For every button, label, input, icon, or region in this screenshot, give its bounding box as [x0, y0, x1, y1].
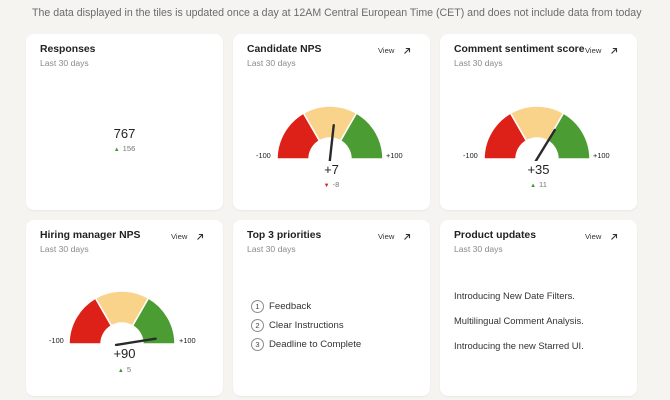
delta-value: 5 [126, 365, 132, 374]
gauge-min-label: -100 [49, 336, 64, 345]
tile-period: Last 30 days [454, 244, 503, 254]
delta-up-icon: ▲ [113, 147, 120, 153]
delta-value: 156 [122, 144, 136, 153]
priority-label: Clear Instructions [269, 320, 344, 331]
responses-delta: ▲ 156 [26, 144, 223, 153]
view-label: View [585, 232, 602, 241]
gauge-positive-band [131, 297, 176, 345]
tile-title: Product updates [454, 230, 536, 241]
gauge-min-label: -100 [256, 151, 271, 160]
candidate-nps-value: +7 [324, 162, 339, 177]
tile-period: Last 30 days [247, 58, 296, 68]
view-label: View [378, 46, 395, 55]
tile-title: Top 3 priorities [247, 230, 322, 241]
nps-gauge [276, 105, 384, 161]
gauge-max-label: +100 [593, 151, 610, 160]
view-link[interactable]: View [585, 46, 618, 55]
external-link-icon [404, 233, 411, 240]
rank-badge: 2 [251, 319, 264, 332]
gauge-needle [534, 128, 556, 161]
tile-title: Candidate NPS [247, 44, 322, 55]
view-link[interactable]: View [378, 232, 411, 241]
sentiment-value: +35 [527, 162, 550, 177]
view-label: View [378, 232, 395, 241]
hiring-manager-nps-value: +90 [113, 346, 136, 361]
hiring-manager-nps-delta: ▲ 5 [26, 365, 223, 374]
tile-period: Last 30 days [247, 244, 296, 254]
external-link-icon [611, 233, 618, 240]
priority-label: Deadline to Complete [269, 339, 362, 350]
view-link[interactable]: View [171, 232, 204, 241]
view-label: View [171, 232, 188, 241]
product-updates-tile: Product updates Last 30 days View Introd… [440, 220, 637, 396]
gauge-max-label: +100 [179, 336, 196, 345]
external-link-icon [197, 233, 204, 240]
gauge-positive-band [546, 112, 591, 160]
view-link[interactable]: View [585, 232, 618, 241]
delta-value: -8 [332, 180, 340, 189]
tile-period: Last 30 days [40, 244, 89, 254]
product-update-link[interactable]: Introducing New Date Filters. [454, 290, 575, 301]
tile-title: Comment sentiment score [454, 44, 585, 55]
external-link-icon [611, 47, 618, 54]
comment-sentiment-tile: Comment sentiment score Last 30 days Vie… [440, 34, 637, 210]
responses-tile: Responses Last 30 days 767 ▲ 156 [26, 34, 223, 210]
nps-gauge [68, 290, 176, 346]
gauge-needle [114, 337, 157, 346]
tile-period: Last 30 days [40, 58, 89, 68]
gauge-max-label: +100 [386, 151, 403, 160]
candidate-nps-delta: ▼ -8 [233, 180, 430, 189]
top-priorities-tile: Top 3 priorities Last 30 days View 1 Fee… [233, 220, 430, 396]
product-update-link[interactable]: Multilingual Comment Analysis. [454, 315, 584, 326]
data-update-notice: The data displayed in the tiles is updat… [32, 7, 642, 19]
rank-badge: 3 [251, 338, 264, 351]
priority-item: 3 Deadline to Complete [251, 335, 361, 354]
tile-title: Responses [40, 44, 96, 55]
priority-label: Feedback [269, 301, 312, 312]
tile-period: Last 30 days [454, 58, 503, 68]
priority-list: 1 Feedback 2 Clear Instructions 3 Deadli… [251, 297, 361, 354]
hiring-manager-nps-tile: Hiring manager NPS Last 30 days View -10… [26, 220, 223, 396]
candidate-nps-tile: Candidate NPS Last 30 days View -100 +10… [233, 34, 430, 210]
priority-item: 1 Feedback [251, 297, 361, 316]
responses-value: 767 [113, 126, 136, 141]
gauge-positive-band [339, 112, 384, 160]
view-link[interactable]: View [378, 46, 411, 55]
gauge-needle [328, 124, 335, 161]
gauge-min-label: -100 [463, 151, 478, 160]
delta-up-icon: ▲ [117, 368, 124, 374]
delta-down-icon: ▼ [323, 183, 330, 189]
delta-up-icon: ▲ [530, 183, 537, 189]
rank-badge: 1 [251, 300, 264, 313]
external-link-icon [404, 47, 411, 54]
view-label: View [585, 46, 602, 55]
tile-title: Hiring manager NPS [40, 230, 141, 241]
sentiment-delta: ▲ 11 [440, 180, 637, 189]
priority-item: 2 Clear Instructions [251, 316, 361, 335]
product-update-link[interactable]: Introducing the new Starred UI. [454, 340, 584, 351]
sentiment-gauge [483, 105, 591, 161]
delta-value: 11 [539, 180, 547, 189]
